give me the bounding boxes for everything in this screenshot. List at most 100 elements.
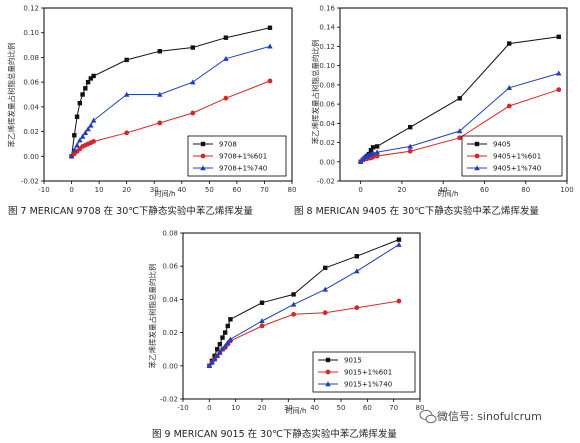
y-tick-label: 0.02	[23, 128, 39, 136]
y-tick-label: 0.12	[319, 43, 335, 51]
data-point	[80, 92, 85, 97]
data-point	[83, 86, 88, 91]
y-tick-label: 0.06	[162, 263, 178, 271]
data-point	[219, 346, 226, 352]
data-point	[374, 149, 380, 155]
data-point	[228, 317, 233, 322]
y-tick-label: 0.00	[162, 362, 178, 370]
watermark: 微信号: sinofulcrum	[419, 409, 542, 424]
data-point	[456, 128, 463, 134]
data-point	[190, 79, 196, 85]
data-point	[206, 363, 213, 368]
legend-label: 9405+1%601	[493, 153, 541, 161]
wechat-icon	[419, 409, 437, 424]
data-point	[225, 323, 230, 329]
legend-label: 9015	[344, 357, 362, 365]
data-point	[190, 110, 196, 116]
data-point	[223, 55, 229, 61]
data-point	[211, 356, 218, 362]
x-tick-label: 30	[150, 186, 159, 194]
legend-label: 9708+1%601	[219, 153, 267, 161]
x-axis-label: 时间/h	[286, 406, 307, 415]
data-point	[223, 95, 229, 101]
data-point	[259, 300, 265, 305]
figure-caption: 图 7 MERICAN 9708 在 30℃下静态实验中苯乙烯挥发量	[8, 205, 253, 217]
data-point	[396, 241, 402, 247]
data-point	[267, 78, 273, 84]
data-point	[91, 73, 96, 79]
y-tick-label: 0.16	[319, 5, 335, 13]
x-tick-label: 30	[284, 404, 293, 412]
data-point	[90, 117, 97, 123]
data-point	[85, 126, 91, 132]
data-point	[354, 254, 359, 259]
data-point	[91, 139, 96, 144]
legend-label: 9405	[493, 141, 511, 149]
data-point	[74, 114, 80, 119]
data-point	[322, 310, 328, 316]
data-point	[457, 135, 463, 141]
data-point	[407, 143, 413, 149]
y-tick-label: 0.04	[23, 103, 39, 111]
y-axis-label: 苯乙烯挥发量占树脂总量的比例	[6, 43, 16, 148]
y-tick-label: 0.14	[319, 24, 335, 32]
y-tick-label: 0.12	[23, 5, 39, 13]
x-tick-label: 20	[397, 186, 406, 194]
x-tick-label: 80	[416, 404, 425, 412]
data-point	[354, 268, 360, 274]
chart-9708: -10 0 10 20 30 40 50 60 70 80 -0.02 0.00 0.02 0.04 0.0…	[6, 5, 296, 218]
x-tick-label: 50	[337, 404, 346, 412]
data-point	[123, 91, 130, 97]
data-point	[215, 347, 220, 352]
data-point	[68, 153, 75, 159]
data-point	[322, 286, 328, 292]
x-tick-label: 40	[439, 186, 448, 194]
legend-marker	[474, 141, 480, 147]
legend-marker	[200, 165, 206, 171]
data-point	[222, 343, 228, 349]
y-tick-label: 0.06	[23, 79, 39, 87]
data-point	[374, 144, 380, 149]
data-point	[157, 120, 163, 126]
data-point	[71, 147, 78, 153]
data-point	[222, 330, 228, 335]
y-tick-label: 0.10	[319, 62, 335, 70]
data-point	[124, 130, 130, 136]
data-point	[88, 76, 94, 81]
y-tick-label: 0.08	[319, 81, 335, 89]
data-point	[85, 79, 91, 85]
data-point	[507, 41, 512, 46]
x-tick-label: -10	[38, 186, 49, 194]
y-tick-label: -0.02	[21, 178, 39, 186]
data-point	[396, 237, 402, 242]
chart-9015: -10 0 10 20 30 40 50 60 70 80 -0.02 0.00 0.02 0.04 0.0…	[147, 230, 424, 441]
x-axis-label: 时间/h	[438, 189, 459, 198]
x-tick-label: -10	[177, 404, 188, 412]
legend-marker	[200, 141, 206, 147]
y-tick-label: -0.02	[317, 178, 335, 186]
x-tick-label: 60	[232, 186, 241, 194]
data-point	[227, 336, 234, 342]
data-point	[72, 133, 77, 138]
data-point	[357, 158, 364, 164]
data-point	[79, 133, 86, 139]
data-point	[267, 43, 273, 49]
y-tick-label: 0.06	[319, 101, 335, 109]
legend-label: 9708	[219, 141, 237, 149]
y-tick-label: -0.02	[160, 396, 178, 404]
data-point	[212, 353, 217, 359]
y-tick-label: 0.04	[162, 296, 178, 304]
x-tick-label: 60	[363, 404, 372, 412]
legend-label: 9405+1%740	[493, 165, 541, 173]
data-point	[374, 153, 380, 159]
data-point	[368, 148, 374, 153]
y-axis-label: 苯乙烯挥发量占树脂总量的比例	[310, 40, 320, 145]
data-point	[259, 318, 265, 324]
y-tick-label: 0.10	[23, 29, 39, 37]
legend-marker	[474, 153, 480, 159]
data-point	[407, 148, 413, 154]
chart-9405: 0 20 40 60 80 100 -0.02 0.00 0.02 0.04 0.06 0.08 0.1…	[294, 5, 574, 218]
data-point	[88, 122, 94, 128]
x-tick-label: 40	[177, 186, 186, 194]
